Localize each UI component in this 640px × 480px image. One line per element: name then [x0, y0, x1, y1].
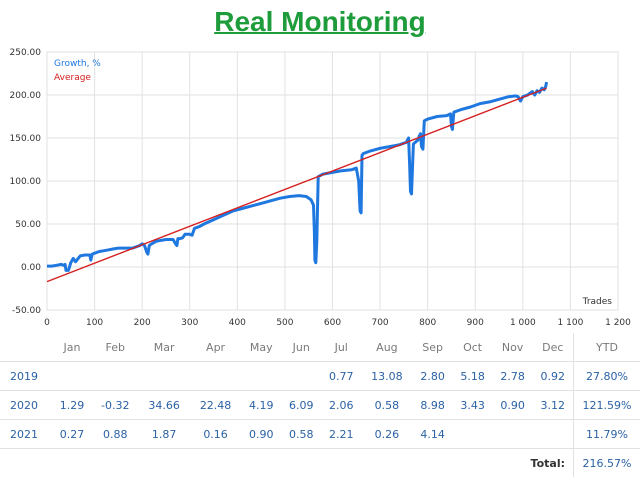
ytd-cell: 121.59%: [573, 390, 640, 420]
month-cell: 0.58: [361, 390, 413, 420]
header-cell: Jan: [63, 340, 81, 354]
month-cell: 2.78: [492, 361, 533, 391]
x-tick-label: 300: [181, 318, 198, 328]
month-cell: 1.87: [138, 419, 190, 449]
growth-chart: -50.00 0.00 50.00 100.00 150.00 200.00 250.00 0…: [10, 48, 632, 328]
x-tick-label: 1 200: [605, 318, 631, 328]
month-cell: 0.16: [189, 419, 242, 449]
month-cell: -0.32: [91, 390, 139, 420]
page-title: Real Monitoring: [214, 6, 426, 37]
year-cell: 2020: [0, 390, 52, 420]
y-tick-label: -50.00: [12, 306, 41, 316]
growth-series-line: [47, 81, 549, 272]
x-tick-label: 900: [467, 318, 484, 328]
x-tick-label: 100: [86, 318, 103, 328]
y-tick-label: 150.00: [10, 134, 42, 144]
month-cell: [138, 361, 190, 391]
month-cell: 34.66: [138, 390, 190, 420]
x-tick-label: 1 100: [558, 318, 584, 328]
month-cell: 8.98: [412, 390, 453, 420]
month-cell: 0.77: [321, 361, 362, 391]
total-label: Total:: [0, 448, 574, 477]
month-cell: [91, 361, 139, 391]
month-cell: [452, 419, 493, 449]
month-cell: 4.14: [412, 419, 453, 449]
month-cell: [281, 361, 322, 391]
month-cell: 3.43: [452, 390, 493, 420]
x-tick-label: 400: [229, 318, 246, 328]
month-cell: 0.90: [241, 419, 282, 449]
header-cell: Apr: [206, 340, 226, 354]
y-tick-label: 50.00: [15, 220, 41, 230]
header-cell: Dec: [542, 340, 564, 354]
header-cell: [0, 333, 52, 362]
month-cell: 4.19: [241, 390, 282, 420]
month-cell: 0.90: [492, 390, 533, 420]
x-tick-label: 500: [276, 318, 293, 328]
table-row: 2020 1.29 -0.32 34.66 22.48 4.19 6.09 2.…: [0, 390, 640, 420]
x-tick-label: 1 000: [510, 318, 536, 328]
month-cell: 1.29: [52, 390, 92, 420]
month-cell: 22.48: [189, 390, 242, 420]
header-cell: Oct: [463, 340, 483, 354]
month-cell: 3.12: [532, 390, 574, 420]
month-cell: 0.88: [91, 419, 139, 449]
header-cell: Sep: [422, 340, 443, 354]
header-cell: Jul: [334, 340, 348, 354]
monthly-returns-table: Jan Feb Mar Apr May Jun Jul Aug Sep Oct …: [0, 333, 640, 477]
legend-entry: Growth, %: [54, 59, 101, 69]
x-tick-label: 700: [371, 318, 388, 328]
month-cell: 6.09: [281, 390, 322, 420]
month-cell: 13.08: [361, 361, 413, 391]
year-cell: 2021: [0, 419, 52, 449]
month-cell: [532, 419, 574, 449]
ytd-cell: 27.80%: [573, 361, 640, 391]
month-cell: 2.80: [412, 361, 453, 391]
month-cell: 0.27: [52, 419, 92, 449]
x-tick-label: 200: [134, 318, 151, 328]
month-cell: [241, 361, 282, 391]
x-tick-label: 600: [324, 318, 341, 328]
total-row: Total: 216.57%: [0, 448, 640, 477]
header-cell: Nov: [501, 340, 524, 354]
month-cell: 5.18: [452, 361, 493, 391]
y-tick-label: 0.00: [21, 263, 41, 273]
table-row: 2021 0.27 0.88 1.87 0.16 0.90 0.58 2.21 …: [0, 419, 640, 449]
average-series-line: [46, 87, 547, 283]
total-value: 216.57%: [573, 448, 640, 477]
header-cell-ytd: YTD: [573, 333, 640, 362]
month-cell: 2.21: [321, 419, 362, 449]
month-cell: [52, 361, 92, 391]
header-cell: Mar: [153, 340, 175, 354]
y-tick-label: 100.00: [10, 177, 42, 187]
month-cell: [492, 419, 533, 449]
y-tick-label: 250.00: [10, 48, 42, 58]
month-cell: 0.92: [532, 361, 574, 391]
header-cell: Aug: [376, 340, 398, 354]
month-cell: 2.06: [321, 390, 362, 420]
month-cell: [189, 361, 242, 391]
y-tick-label: 200.00: [10, 91, 42, 101]
ytd-cell: 11.79%: [573, 419, 640, 449]
header-cell: May: [249, 340, 273, 354]
year-cell: 2019: [0, 361, 52, 391]
month-cell: 0.26: [361, 419, 413, 449]
x-tick-label: 800: [419, 318, 436, 328]
month-header-row: Jan Feb Mar Apr May Jun Jul Aug Sep Oct …: [0, 333, 640, 362]
header-cell: Jun: [292, 340, 310, 354]
table-row: 2019 0.77 13.08 2.80 5.18 2.78 0.92 27.8…: [0, 361, 640, 391]
x-tick-label: 0: [44, 318, 50, 328]
legend-entry: Average: [54, 73, 91, 83]
month-cell: 0.58: [281, 419, 322, 449]
x-axis-label: Trades: [582, 297, 613, 307]
header-cell: Feb: [105, 340, 125, 354]
